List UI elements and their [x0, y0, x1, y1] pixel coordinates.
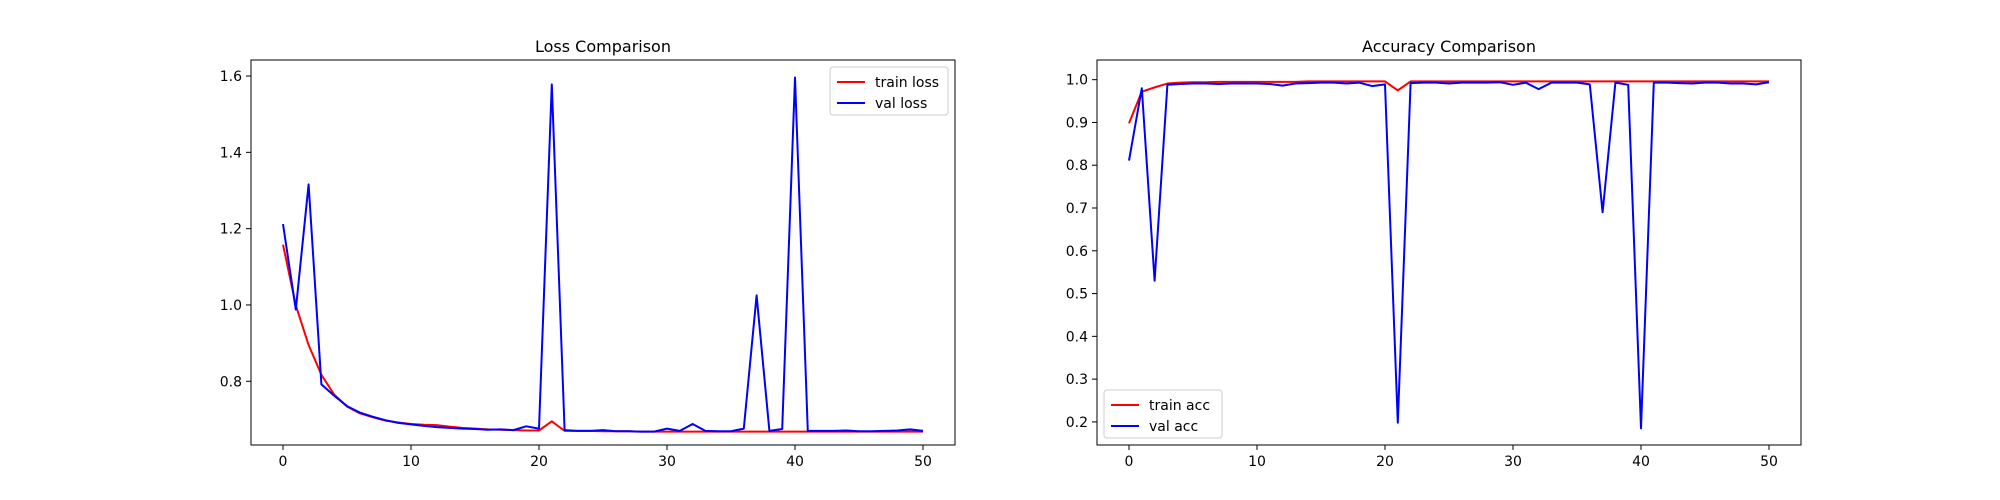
chart1-y-tick-label: 1.2: [220, 222, 242, 238]
chart2-y-tick-label: 0.9: [1066, 115, 1088, 131]
chart2-x-tick-label: 0: [1125, 454, 1134, 470]
chart1-x-tick-label: 40: [786, 454, 804, 470]
chart1-x-tick-label: 50: [914, 454, 932, 470]
chart1-legend: train loss val loss: [829, 66, 949, 116]
chart1-panel: Loss Comparison 0 10 20 30 40 50 0.8 1.0 1.2 1.4 1.…: [220, 37, 956, 470]
chart1-x-tick-label: 20: [530, 454, 548, 470]
chart2-series-line-train-acc: [1128, 80, 1769, 124]
chart2-y-tick-label: 0.4: [1066, 329, 1088, 345]
chart1-axes-frame: [250, 59, 956, 446]
chart1-y-tick-label: 1.6: [220, 69, 242, 85]
chart1-x-tick-label: 0: [279, 454, 288, 470]
chart1-x-tick-label: 30: [658, 454, 676, 470]
chart2-y-tick-label: 0.6: [1066, 244, 1088, 260]
chart1-series-line-val-loss: [282, 76, 924, 433]
chart2-x-tick-label: 10: [1248, 454, 1266, 470]
chart2-y-tick-label: 1.0: [1066, 73, 1088, 89]
chart2-legend-label: train acc: [1149, 398, 1210, 414]
chart1-legend-label: val loss: [875, 96, 927, 112]
chart2-x-tick-label: 20: [1376, 454, 1394, 470]
chart2-x-tick-label: 40: [1632, 454, 1650, 470]
chart2-y-tick-label: 0.2: [1066, 415, 1088, 431]
chart1-y-tick-label: 1.4: [220, 145, 242, 161]
chart1-x-tick-label: 10: [402, 454, 420, 470]
chart2-y-tick-label: 0.7: [1066, 201, 1088, 217]
chart1-series-line-train-loss: [282, 244, 923, 433]
chart2-y-tick-label: 0.3: [1066, 372, 1088, 388]
chart2-x-tick-label: 30: [1504, 454, 1522, 470]
chart2-legend-label: val acc: [1149, 419, 1198, 435]
chart2-y-tick-label: 0.8: [1066, 158, 1088, 174]
chart1-legend-label: train loss: [875, 75, 939, 91]
chart2-y-tick-label: 0.5: [1066, 287, 1088, 303]
chart1-y-tick-label: 1.0: [220, 298, 242, 314]
chart2-title: Accuracy Comparison: [1362, 37, 1536, 56]
chart2-panel: Accuracy Comparison 0 10 20 30 40 50 0.2 0.3 0.4 0…: [1066, 37, 1802, 470]
chart2-x-tick-label: 50: [1760, 454, 1778, 470]
chart1-title: Loss Comparison: [535, 37, 671, 56]
chart1-y-tick-label: 0.8: [220, 374, 242, 390]
chart2-legend: train acc val acc: [1103, 389, 1223, 439]
chart2-axes-frame: [1096, 59, 1802, 446]
chart2-series-line-val-acc: [1128, 81, 1770, 430]
